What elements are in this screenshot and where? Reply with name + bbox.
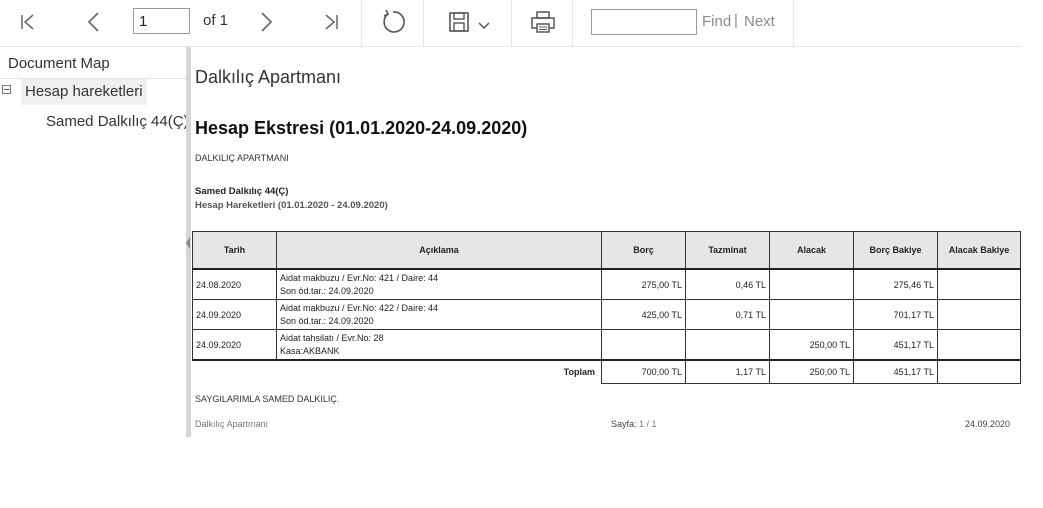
table-row: 24.09.2020 Aidat tahsilatı / Evr.No: 28 K…: [192, 329, 1021, 361]
borc-cell: 275,00 TL: [601, 268, 686, 300]
document-map-divider: [0, 78, 186, 79]
page-count-label: of 1: [203, 12, 229, 29]
first-page-button[interactable]: [16, 6, 40, 38]
table-row: 24.08.2020 Aidat makbuzu / Evr.No: 421 /…: [192, 268, 1021, 300]
column-header: Tazminat: [685, 231, 770, 270]
page-number-input[interactable]: [133, 8, 190, 34]
tazminat-cell: 0,71 TL: [685, 299, 770, 330]
alacak-cell: 250,00 TL: [769, 329, 854, 361]
refresh-icon: [383, 9, 405, 33]
printer-icon: [531, 11, 555, 33]
empty-cell: [192, 359, 277, 384]
footer-date: 24.09.2020: [965, 419, 1011, 429]
chevron-left-icon: [87, 12, 99, 32]
column-header: Borç Bakiye: [853, 231, 938, 270]
total-alacak-cell: 250,00 TL: [769, 359, 854, 384]
report-title: Dalkılıç Apartmanı: [195, 67, 342, 87]
borc-bakiye-cell: 451,17 TL: [853, 329, 938, 361]
alacak-bakiye-cell: [937, 268, 1021, 300]
description-line: Kasa:AKBANK: [280, 345, 340, 356]
company-name: DALKILIÇ APARTMANI: [195, 153, 289, 163]
tazminat-cell: 0,46 TL: [685, 268, 770, 300]
column-header: Açıklama: [276, 231, 602, 270]
report-heading: Hesap Ekstresi (01.01.2020-24.09.2020): [195, 118, 528, 138]
total-tazminat-cell: 1,17 TL: [685, 359, 770, 384]
find-separator: |: [734, 12, 738, 29]
description-line: Aidat makbuzu / Evr.No: 422 / Daire: 44: [280, 302, 439, 313]
collapse-arrow-icon[interactable]: [186, 237, 190, 249]
report-toolbar: of 1 Find | Next: [0, 0, 1022, 47]
total-borc-bakiye-cell: 451,17 TL: [853, 359, 938, 384]
date-cell: 24.08.2020: [192, 268, 277, 300]
footer-page-info: Sayfa: 1 / 1: [611, 419, 657, 429]
totals-row: Toplam 700,00 TL 1,17 TL 250,00 TL 451,1…: [192, 359, 1021, 384]
column-header: Alacak: [769, 231, 854, 270]
footer-left: Dalkılıç Apartmanı: [195, 419, 269, 429]
column-header: Borç: [601, 231, 686, 270]
table-row: 24.09.2020 Aidat makbuzu / Evr.No: 422 /…: [192, 299, 1021, 330]
description-cell: Aidat makbuzu / Evr.No: 421 / Daire: 44 S…: [276, 268, 602, 300]
find-next-button[interactable]: Next: [744, 13, 775, 30]
collapse-icon[interactable]: [2, 85, 11, 94]
first-page-icon: [21, 14, 34, 30]
alacak-bakiye-cell: [937, 329, 1021, 361]
borc-cell: 425,00 TL: [601, 299, 686, 330]
total-alacak-bakiye-cell: [937, 359, 1021, 384]
chevron-right-icon: [261, 12, 273, 32]
print-button[interactable]: [528, 6, 558, 38]
alacak-cell: [769, 268, 854, 300]
previous-page-button[interactable]: [82, 6, 106, 38]
alacak-cell: [769, 299, 854, 330]
date-cell: 24.09.2020: [192, 329, 277, 361]
document-map-panel: Document Map Hesap hareketleri Samed Dal…: [0, 47, 189, 508]
table-header-row: Tarih Açıklama Borç Tazminat Alacak Borç…: [192, 231, 1021, 270]
description-line: Son öd.tar.: 24.09.2020: [280, 315, 374, 326]
tazminat-cell: [685, 329, 770, 361]
account-name: Samed Dalkılıç 44(Ç): [195, 186, 289, 197]
borc-bakiye-cell: 701,17 TL: [853, 299, 938, 330]
toolbar-divider: [511, 0, 512, 46]
description-cell: Aidat tahsilatı / Evr.No: 28 Kasa:AKBANK: [276, 329, 602, 361]
panel-splitter[interactable]: [186, 47, 191, 437]
description-line: Aidat makbuzu / Evr.No: 421 / Daire: 44: [280, 272, 439, 283]
alacak-bakiye-cell: [937, 299, 1021, 330]
borc-cell: [601, 329, 686, 361]
total-borc-cell: 700,00 TL: [601, 359, 686, 384]
description-line: Aidat tahsilatı / Evr.No: 28: [280, 332, 384, 343]
description-cell: Aidat makbuzu / Evr.No: 422 / Daire: 44 S…: [276, 299, 602, 330]
tree-node-hesap-hareketleri[interactable]: Hesap hareketleri: [21, 79, 147, 105]
date-cell: 24.09.2020: [192, 299, 277, 330]
find-input[interactable]: [591, 9, 697, 35]
last-page-button[interactable]: [319, 6, 343, 38]
chevron-down-icon: [478, 22, 490, 30]
find-button[interactable]: Find: [702, 13, 732, 30]
save-icon: [449, 12, 469, 32]
toolbar-divider: [572, 0, 573, 46]
column-header: Tarih: [192, 231, 277, 270]
toolbar-divider: [793, 0, 794, 46]
report-subtitle: Hesap Hareketleri (01.01.2020 - 24.09.20…: [195, 200, 388, 211]
next-page-button[interactable]: [254, 6, 278, 38]
last-page-icon: [325, 14, 338, 30]
closing-greeting: SAYGILARIMLA SAMED DALKILIÇ.: [195, 394, 340, 404]
description-line: Son öd.tar.: 24.09.2020: [280, 285, 374, 296]
refresh-button[interactable]: [378, 6, 408, 38]
document-map-title: Document Map: [8, 55, 110, 72]
footer-page-value: 1 / 1: [639, 419, 657, 429]
toolbar-divider: [361, 0, 362, 46]
export-button[interactable]: [444, 6, 494, 38]
tree-node-account[interactable]: Samed Dalkılıç 44(Ç): [46, 113, 189, 130]
footer-page-label: Sayfa:: [611, 419, 637, 429]
column-header: Alacak Bakiye: [937, 231, 1021, 270]
borc-bakiye-cell: 275,46 TL: [853, 268, 938, 300]
totals-label: Toplam: [276, 359, 602, 384]
toolbar-divider: [423, 0, 424, 46]
statement-table: Tarih Açıklama Borç Tazminat Alacak Borç…: [192, 231, 1021, 384]
